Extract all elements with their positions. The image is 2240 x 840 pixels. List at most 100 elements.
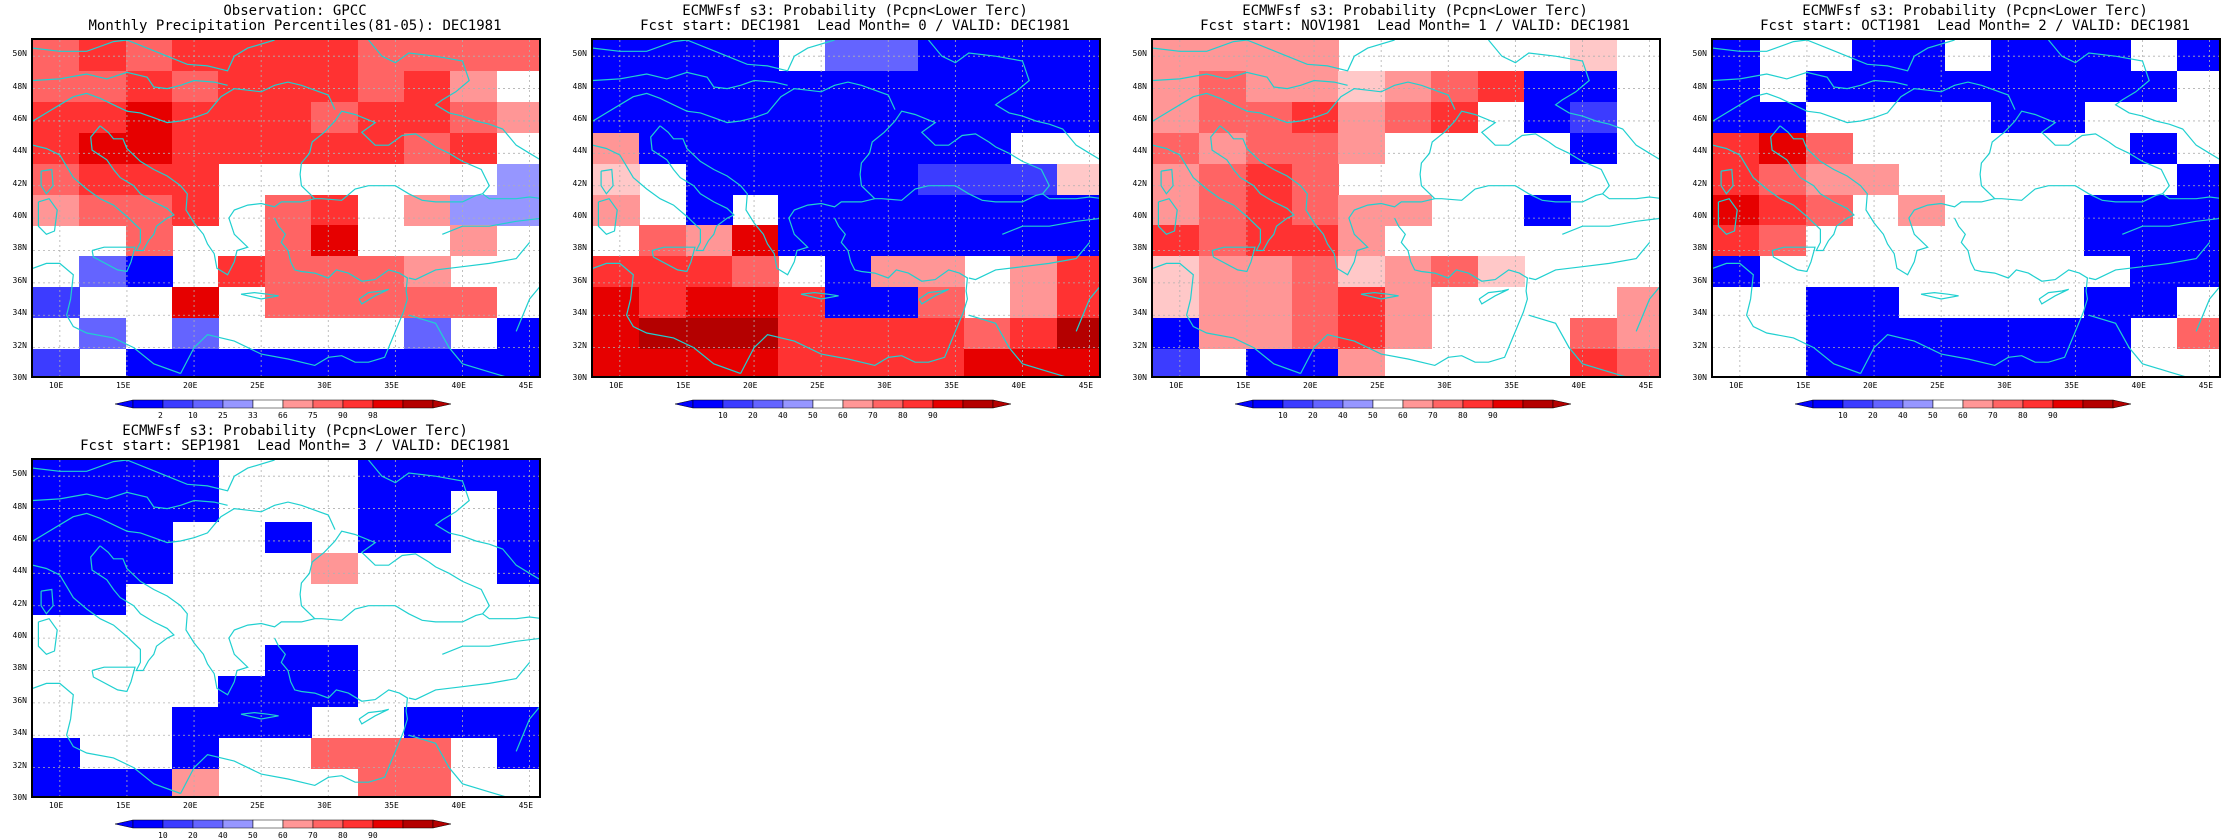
grid-cell — [125, 70, 173, 102]
lat-tick-label: 40N — [12, 631, 27, 641]
grid-cell — [685, 349, 733, 376]
coast-line — [1153, 71, 1348, 90]
grid-cell — [125, 521, 173, 553]
grid-cells — [593, 40, 1099, 376]
coast-line — [33, 262, 181, 375]
grid-cell — [2176, 225, 2219, 257]
grid-cell — [1056, 70, 1099, 102]
panel-title-line1: Observation: GPCC — [223, 3, 367, 19]
lon-tick-label: 15E — [115, 801, 131, 810]
grid-cell — [403, 521, 451, 553]
grid-cell — [172, 460, 220, 491]
grid-cell — [79, 769, 127, 796]
grid-cell — [732, 349, 780, 376]
coast-line — [593, 125, 735, 252]
grid-cell — [2130, 225, 2178, 257]
coast-line — [40, 168, 54, 195]
grid-cell — [496, 101, 539, 133]
colorbar-swatch — [402, 819, 434, 829]
coast-line — [918, 288, 949, 305]
grid-cell — [917, 318, 965, 350]
grid-cell — [917, 163, 965, 195]
grid-cell — [496, 490, 539, 522]
lat-tick-label: 36N — [572, 275, 587, 285]
grid-cell — [871, 225, 919, 257]
grid-cell — [311, 70, 359, 102]
lat-tick-label: 50N — [12, 49, 27, 59]
lat-tick-label: 30N — [1132, 373, 1147, 382]
grid-cell — [2176, 40, 2219, 71]
colorbar-swatch — [252, 399, 284, 409]
grid-cell — [403, 738, 451, 770]
coast-line — [1713, 262, 1861, 375]
colorbar-swatch — [132, 399, 164, 409]
grid-cell — [685, 256, 733, 288]
colorbar — [1235, 399, 1572, 409]
colorbar-swatch — [312, 819, 344, 829]
colorbar-swatch — [282, 819, 314, 829]
coast-line — [299, 530, 430, 620]
lon-tick-label: 25E — [1930, 381, 1945, 390]
coast-line — [299, 110, 430, 200]
lat-tick-label: 50N — [1132, 49, 1147, 59]
colorbar-swatch — [132, 819, 164, 829]
lon-tick-label: 10E — [1168, 381, 1184, 390]
colorbar-label: 2 — [158, 411, 163, 420]
grid-cell — [1010, 287, 1058, 319]
colorbar-label: 80 — [338, 831, 348, 840]
lat-tick-label: 34N — [1132, 308, 1147, 318]
grid-cell — [403, 769, 451, 796]
grid-cell — [403, 287, 451, 319]
coast-line — [859, 110, 990, 200]
grid-cell — [871, 318, 919, 350]
colorbar-swatch — [1492, 399, 1524, 409]
coast-line — [1635, 286, 1659, 332]
grid-cell — [172, 287, 220, 319]
coast-line — [1300, 217, 1529, 374]
grid-cell — [2130, 70, 2178, 102]
colorbar-swatch — [842, 399, 874, 409]
grid-cell — [403, 707, 451, 739]
grid-cell — [824, 40, 872, 71]
grid-cell — [1431, 70, 1479, 102]
colorbar-swatch — [342, 819, 374, 829]
grid-cell — [172, 194, 220, 226]
lon-tick-label: 40E — [2131, 381, 2146, 390]
grid-cell — [1523, 70, 1571, 102]
coast-line — [968, 314, 1065, 376]
lat-tick-label: 46N — [12, 113, 27, 123]
coast-line — [874, 141, 1051, 203]
colorbar-label: 10 — [158, 831, 168, 840]
colorbar-label: 40 — [1898, 411, 1908, 420]
grid-cell — [1153, 225, 1200, 257]
grid-cell — [2037, 70, 2085, 102]
grid-cell — [1805, 132, 1853, 164]
lat-tick-label: 44N — [572, 146, 587, 156]
colorbar-label: 50 — [1928, 411, 1938, 420]
panel-title-line2: Fcst start: DEC1981 Lead Month= 0 / VALI… — [640, 18, 1070, 34]
colorbar-arrow-high — [2112, 399, 2132, 409]
coast-line — [33, 682, 181, 795]
grid-cell — [1431, 101, 1479, 133]
lon-tick-label: 15E — [1235, 381, 1251, 390]
colorbar — [675, 399, 1012, 409]
lat-tick-label: 42N — [572, 178, 587, 188]
colorbar-swatch — [2022, 399, 2054, 409]
map-panel-lead2: ECMWFsf s3: Probability (Pcpn<Lower Terc… — [1693, 0, 2240, 420]
lon-tick-label: 20E — [183, 381, 198, 390]
grid-cell — [79, 490, 127, 522]
lon-tick-label: 10E — [608, 381, 624, 390]
grid-cell — [778, 70, 826, 102]
grid-cell — [1338, 70, 1386, 102]
colorbar-label: 90 — [368, 831, 378, 840]
coast-line — [593, 81, 896, 124]
colorbar-swatch — [1342, 399, 1374, 409]
grid-cell — [496, 521, 539, 553]
grid-cell — [125, 163, 173, 195]
grid-cell — [172, 490, 220, 522]
grid-cell — [125, 552, 173, 584]
grid-cell — [593, 287, 640, 319]
colorbar-label: 90 — [2048, 411, 2058, 420]
grid-cell — [1898, 318, 1946, 350]
grid-cell — [1292, 256, 1340, 288]
